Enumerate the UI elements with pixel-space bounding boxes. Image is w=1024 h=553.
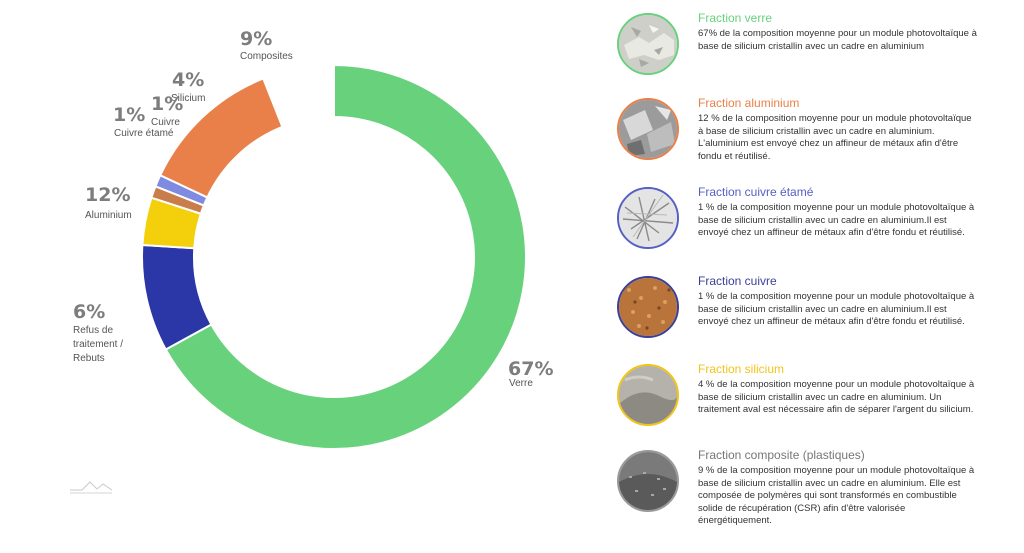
donut-chart: 67% Verre 9% Composites 4% Silicium 1% C… (70, 28, 553, 494)
label-verre-name: Verre (509, 378, 533, 389)
label-silicium-name: Silicium (171, 93, 205, 104)
legend-description: 12 % de la composition moyenne pour un m… (698, 113, 972, 162)
legend-description: 67% de la composition moyenne pour un mo… (698, 28, 977, 52)
legend-title: Fraction cuivre étamé (698, 185, 814, 199)
label-cuivre-etame-name: Cuivre étamé (114, 128, 174, 139)
label-aluminium-name: Aluminium (85, 210, 132, 221)
label-rebuts-name-line3: Rebuts (73, 353, 105, 364)
silicon-powder-icon (617, 364, 679, 426)
legend-description: 9 % de la composition moyenne pour un mo… (698, 465, 975, 527)
label-composites-value: 9% (240, 28, 272, 50)
label-rebuts-value: 6% (73, 301, 105, 323)
label-silicium-value: 4% (172, 69, 204, 91)
legend-description: 1 % de la composition moyenne pour un mo… (698, 202, 975, 239)
legend-title: Fraction aluminium (698, 96, 800, 110)
label-cuivre-etame-value: 1% (113, 104, 145, 126)
mountain-logo-icon (70, 481, 113, 494)
label-composites-name: Composites (240, 51, 293, 62)
composite-plastics-icon (617, 450, 679, 512)
legend-description: 1 % de la composition moyenne pour un mo… (698, 291, 975, 328)
legend-description: 4 % de la composition moyenne pour un mo… (698, 379, 975, 416)
label-rebuts-name-line2: traitement / (73, 339, 123, 350)
donut-slices (141, 63, 527, 450)
legend-title: Fraction composite (plastiques) (698, 448, 865, 462)
copper-granules-icon (617, 276, 679, 338)
label-rebuts-name-line1: Refus de (73, 325, 113, 336)
label-verre-value: 67% (508, 358, 553, 380)
tinned-copper-wire-icon (617, 187, 679, 249)
label-cuivre-name: Cuivre (151, 117, 180, 128)
legend-title: Fraction verre (698, 11, 773, 25)
legend-title: Fraction cuivre (698, 274, 777, 288)
donut-slice-verre (164, 63, 527, 450)
legend-title: Fraction silicium (698, 362, 785, 376)
aluminium-scraps-icon (617, 98, 679, 160)
donut-slice-rebuts (262, 63, 335, 129)
label-aluminium-value: 12% (85, 184, 130, 206)
label-cuivre-value: 1% (151, 93, 183, 115)
glass-fragments-icon (617, 13, 679, 75)
